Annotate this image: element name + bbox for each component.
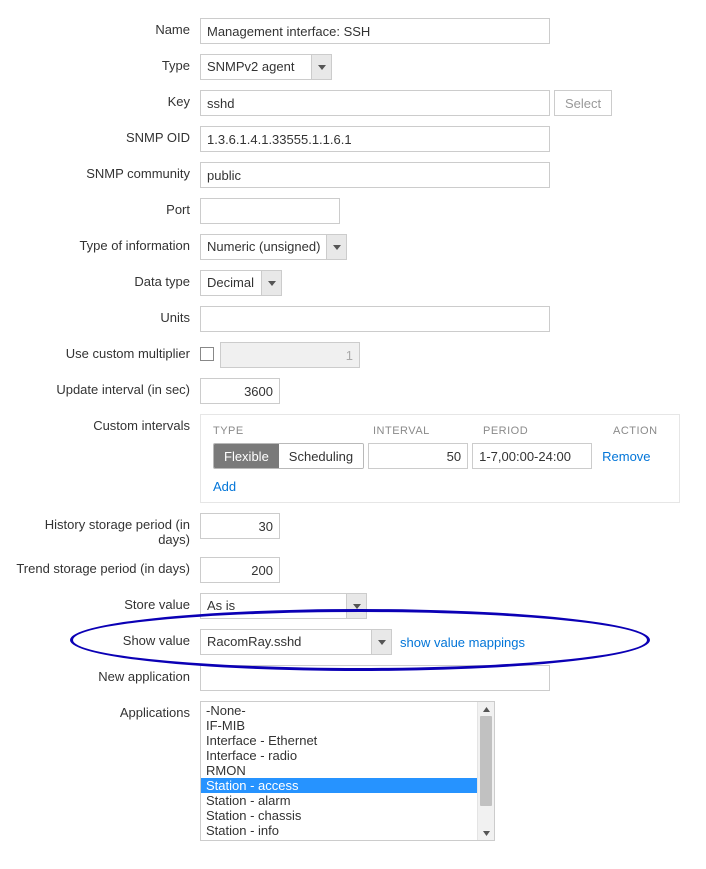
update-interval-input[interactable] [200,378,280,404]
row-show-value: Show value RacomRay.sshd show value mapp… [10,629,696,655]
row-applications: Applications -None-IF-MIBInterface - Eth… [10,701,696,841]
applications-listbox[interactable]: -None-IF-MIBInterface - EthernetInterfac… [200,701,495,841]
row-name: Name [10,18,696,44]
type-select[interactable]: SNMPv2 agent [200,54,332,80]
new-application-input[interactable] [200,665,550,691]
row-type: Type SNMPv2 agent [10,54,696,80]
type-select-text: SNMPv2 agent [201,55,311,79]
row-custom-intervals: Custom intervals TYPE INTERVAL PERIOD AC… [10,414,696,503]
label-key: Key [10,90,200,109]
data-type-select[interactable]: Decimal [200,270,282,296]
label-type-of-info: Type of information [10,234,200,253]
list-item[interactable]: Station - alarm [201,793,494,808]
list-item[interactable]: Station - access [201,778,494,793]
select-button[interactable]: Select [554,90,612,116]
row-multiplier: Use custom multiplier [10,342,696,368]
label-trend-period: Trend storage period (in days) [10,557,200,576]
row-new-application: New application [10,665,696,691]
scrollbar[interactable] [477,702,494,840]
key-input[interactable] [200,90,550,116]
intervals-body: Flexible Scheduling Remove [213,443,667,469]
store-value-text: As is [201,594,346,618]
row-trend-period: Trend storage period (in days) [10,557,696,583]
head-interval: INTERVAL [373,425,483,437]
data-type-text: Decimal [201,271,261,295]
row-history-period: History storage period (in days) [10,513,696,547]
label-snmp-community: SNMP community [10,162,200,181]
label-snmp-oid: SNMP OID [10,126,200,145]
row-type-of-info: Type of information Numeric (unsigned) [10,234,696,260]
snmp-oid-input[interactable] [200,126,550,152]
label-port: Port [10,198,200,217]
snmp-community-input[interactable] [200,162,550,188]
highlight-region: Store value As is Show value RacomRay.ss… [10,593,696,691]
row-store-value: Store value As is [10,593,696,619]
intervals-header: TYPE INTERVAL PERIOD ACTION [213,425,667,437]
form: Name Type SNMPv2 agent Key Select SNMP O… [10,18,696,841]
type-of-info-select[interactable]: Numeric (unsigned) [200,234,347,260]
label-type: Type [10,54,200,73]
show-value-text: RacomRay.sshd [201,630,371,654]
row-update-interval: Update interval (in sec) [10,378,696,404]
chevron-down-icon [261,271,281,295]
list-item[interactable]: Interface - Ethernet [201,733,494,748]
store-value-select[interactable]: As is [200,593,367,619]
units-input[interactable] [200,306,550,332]
label-history-period: History storage period (in days) [10,513,200,547]
row-snmp-community: SNMP community [10,162,696,188]
remove-link[interactable]: Remove [602,449,650,464]
label-applications: Applications [10,701,200,720]
label-data-type: Data type [10,270,200,289]
multiplier-input [220,342,360,368]
list-item[interactable]: Station - chassis [201,808,494,823]
trend-period-input[interactable] [200,557,280,583]
interval-period-input[interactable] [472,443,592,469]
list-item[interactable]: Station - info [201,823,494,838]
label-show-value: Show value [10,629,200,648]
history-period-input[interactable] [200,513,280,539]
label-store-value: Store value [10,593,200,612]
list-item[interactable]: RMON [201,763,494,778]
list-item[interactable]: IF-MIB [201,718,494,733]
tab-scheduling[interactable]: Scheduling [279,444,363,468]
custom-intervals-box: TYPE INTERVAL PERIOD ACTION Flexible Sch… [200,414,680,503]
show-value-select[interactable]: RacomRay.sshd [200,629,392,655]
scroll-down-icon[interactable] [478,826,494,840]
head-action: ACTION [613,425,658,437]
head-period: PERIOD [483,425,613,437]
row-data-type: Data type Decimal [10,270,696,296]
row-port: Port [10,198,696,224]
label-update-interval: Update interval (in sec) [10,378,200,397]
head-type: TYPE [213,425,373,437]
row-snmp-oid: SNMP OID [10,126,696,152]
list-item[interactable]: Interface - radio [201,748,494,763]
scroll-up-icon[interactable] [478,702,494,716]
chevron-down-icon [371,630,391,654]
chevron-down-icon [326,235,346,259]
show-value-mappings-link[interactable]: show value mappings [400,635,525,650]
label-new-application: New application [10,665,200,684]
chevron-down-icon [311,55,331,79]
add-link[interactable]: Add [213,479,236,494]
label-units: Units [10,306,200,325]
tab-flexible[interactable]: Flexible [214,444,279,468]
label-multiplier: Use custom multiplier [10,342,200,361]
label-custom-intervals: Custom intervals [10,414,200,433]
port-input[interactable] [200,198,340,224]
interval-type-toggle[interactable]: Flexible Scheduling [213,443,364,469]
interval-value-input[interactable] [368,443,468,469]
list-item[interactable]: -None- [201,703,494,718]
list-item[interactable]: Station - product [201,838,494,841]
type-of-info-text: Numeric (unsigned) [201,235,326,259]
scroll-thumb[interactable] [480,716,492,806]
name-input[interactable] [200,18,550,44]
multiplier-checkbox[interactable] [200,347,214,361]
row-units: Units [10,306,696,332]
label-name: Name [10,18,200,37]
chevron-down-icon [346,594,366,618]
row-key: Key Select [10,90,696,116]
